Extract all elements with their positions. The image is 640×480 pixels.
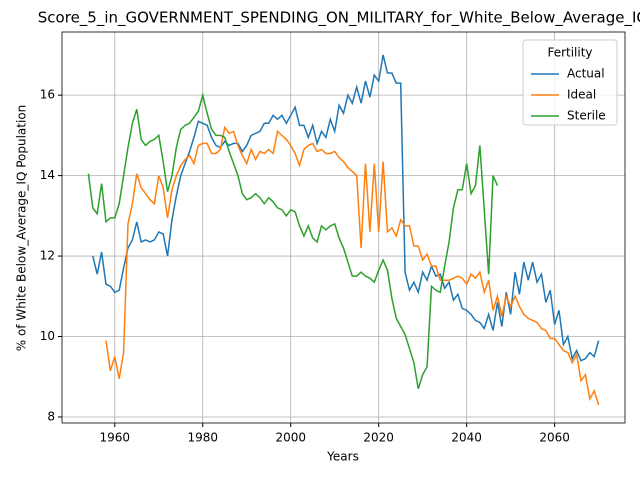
- legend-title: Fertility: [547, 46, 592, 60]
- legend-box: [522, 39, 618, 126]
- x-tick-label: 2000: [275, 431, 306, 445]
- x-tick-label: 1960: [100, 431, 131, 445]
- y-tick-label: 8: [47, 409, 55, 423]
- legend: Fertility Actual Ideal Sterile: [522, 39, 618, 126]
- y-tick-label: 12: [40, 249, 55, 263]
- y-tick-label: 16: [40, 88, 55, 102]
- y-axis-label: % of White Below_Average_IQ Population: [15, 105, 29, 352]
- chart-title: Score_5_in_GOVERNMENT_SPENDING_ON_MILITA…: [38, 9, 640, 28]
- x-tick-label: 2060: [539, 431, 570, 445]
- y-tick-label: 14: [40, 168, 55, 182]
- x-tick-label: 2020: [363, 431, 394, 445]
- y-tick-label: 10: [40, 329, 55, 343]
- plot-frame: [61, 31, 626, 424]
- x-tick-label: 2040: [451, 431, 482, 445]
- x-tick-label: 1980: [187, 431, 218, 445]
- legend-label: Actual: [567, 67, 605, 81]
- line-series: [105, 125, 600, 406]
- line-series: [87, 92, 499, 390]
- legend-label: Ideal: [567, 88, 596, 102]
- line-series: [92, 54, 600, 362]
- x-axis-label: Years: [326, 450, 359, 464]
- legend-label: Sterile: [567, 109, 606, 123]
